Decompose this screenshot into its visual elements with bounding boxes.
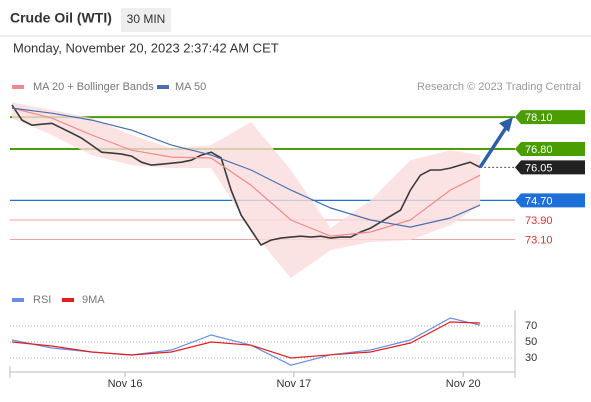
x-tick-label: Nov 20 [446, 378, 481, 390]
level-label: 78.10 [525, 112, 553, 124]
y-tick-label: 70 [525, 320, 537, 332]
legend-label: RSI [33, 294, 51, 306]
level-label: 73.90 [525, 215, 553, 227]
indicator-line [11, 107, 481, 228]
y-tick-label: 30 [525, 352, 537, 364]
timeframe-badge [121, 8, 171, 32]
indicator-line [11, 321, 481, 359]
price-line [11, 104, 481, 247]
level-label: 76.80 [525, 144, 553, 156]
level-tag [515, 193, 585, 208]
level-tag [515, 141, 585, 156]
timeframe: 30 MIN [127, 12, 166, 26]
legend-label: MA 50 [175, 81, 206, 93]
level-label: 73.10 [525, 234, 553, 246]
target-arrowhead [499, 117, 513, 133]
current-price-tag [515, 160, 585, 175]
current-price-label: 76.05 [525, 162, 553, 174]
date: Monday, November 20, 2023 2:37:42 AM CET [13, 40, 279, 55]
y-tick-label: 50 [525, 336, 537, 348]
chart-title: Crude Oil (WTI) [10, 10, 112, 26]
x-tick-label: Nov 17 [276, 378, 311, 390]
credit: Research © 2023 Trading Central [417, 81, 581, 93]
legend-label: MA 20 + Bollinger Bands [33, 81, 154, 93]
indicator-line [11, 107, 481, 237]
level-tag [515, 110, 585, 125]
legend-label: 9MA [82, 294, 105, 306]
level-label: 74.70 [525, 195, 553, 207]
bollinger-band [12, 102, 481, 279]
x-tick-label: Nov 16 [108, 378, 143, 390]
target-arrow [478, 125, 509, 169]
